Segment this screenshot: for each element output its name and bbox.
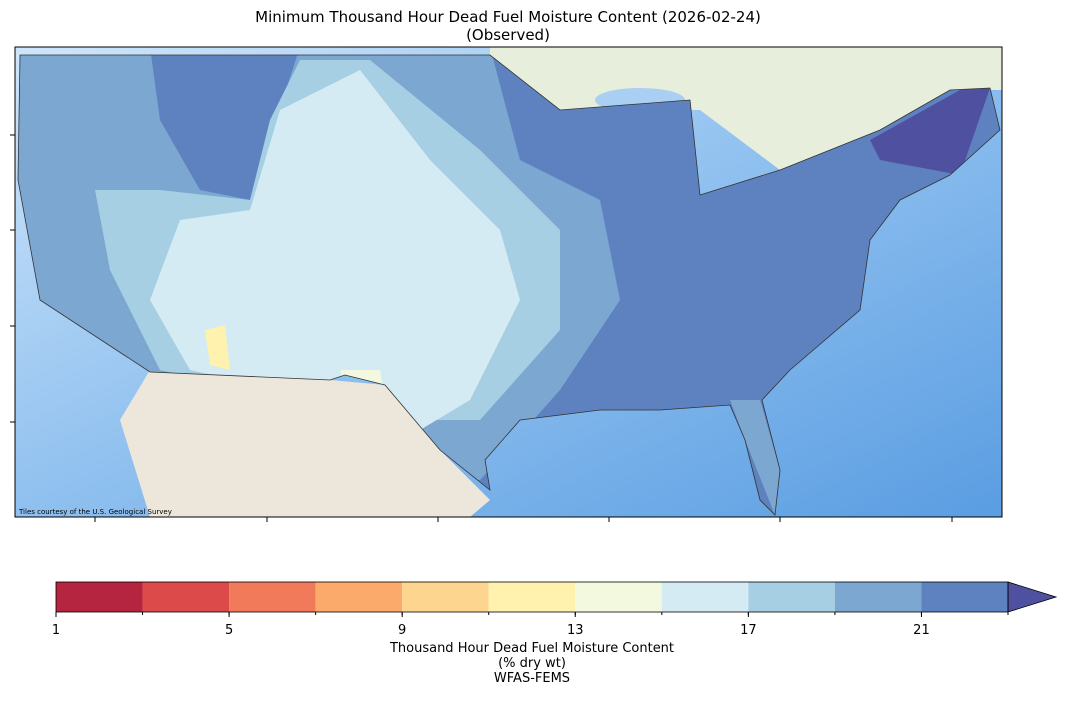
colorbar-tick-label: 13 <box>567 623 584 638</box>
colorbar-tick-label: 17 <box>740 623 757 638</box>
colorbar-tick-label: 1 <box>52 623 60 638</box>
colorbar-tick-label: 5 <box>225 623 233 638</box>
colorbar-segment <box>575 582 662 612</box>
colorbar-segment <box>229 582 316 612</box>
region <box>150 70 520 430</box>
canada <box>490 47 1002 170</box>
colorbar-segment <box>488 582 576 612</box>
map: Tiles courtesy of the U.S. Geological Su… <box>15 47 1002 517</box>
colorbar-segment <box>56 582 143 612</box>
colorbar-frame <box>55 581 1009 613</box>
colorbar-segment <box>402 582 489 612</box>
colorbar-label: (% dry wt) <box>498 656 566 671</box>
colorbar-segment <box>748 582 835 612</box>
region <box>730 400 780 515</box>
colorbar-segment <box>834 582 922 612</box>
colorbar: 1 5 9 13 17 21 <box>52 581 1058 638</box>
colorbar-segment <box>921 582 1008 612</box>
region <box>870 88 990 175</box>
colorbar-segment <box>315 582 403 612</box>
axis-ticks <box>10 134 953 522</box>
colorbar-tick-label: 21 <box>913 623 930 638</box>
map-frame <box>14 46 1003 518</box>
colorbar-segment <box>142 582 230 612</box>
colorbar-extend <box>1007 581 1058 613</box>
colorbar-segment <box>661 582 749 612</box>
attribution: Tiles courtesy of the U.S. Geological Su… <box>18 508 172 516</box>
colorbar-label: WFAS-FEMS <box>494 671 570 686</box>
title-line: Minimum Thousand Hour Dead Fuel Moisture… <box>255 8 761 26</box>
colorbar-tick-label: 9 <box>398 623 406 638</box>
mexico <box>120 370 490 517</box>
title-line: (Observed) <box>466 26 550 44</box>
colorbar-label: Thousand Hour Dead Fuel Moisture Content <box>389 641 674 656</box>
region <box>205 325 230 370</box>
